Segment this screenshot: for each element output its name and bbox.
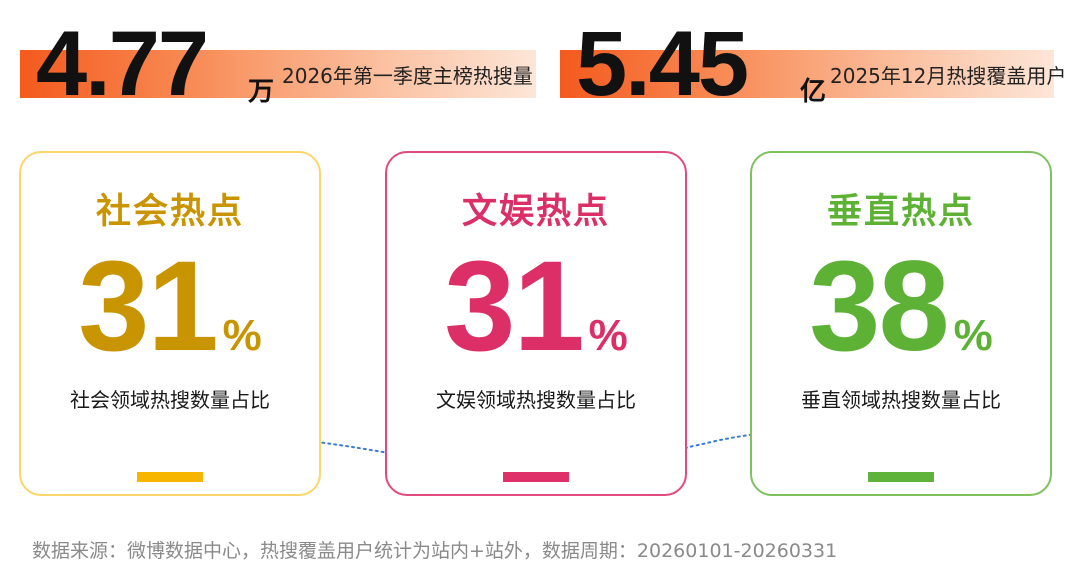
stat-user-coverage: 5.45 亿 2025年12月热搜覆盖用户 xyxy=(560,18,1066,114)
card-accent-bar xyxy=(137,472,203,482)
card-number: 31 xyxy=(78,235,218,378)
card-accent-bar xyxy=(503,472,569,482)
card-number: 38 xyxy=(809,235,949,378)
card-number: 31 xyxy=(444,235,584,378)
card-percentage: 38% xyxy=(752,235,1050,378)
stat-highlight-band xyxy=(560,50,1054,98)
percent-symbol: % xyxy=(222,311,262,360)
stat-highlight-band xyxy=(20,50,536,98)
card-description: 垂直领域热搜数量占比 xyxy=(801,388,1001,412)
card-title: 社会热点 xyxy=(95,192,244,232)
card-title: 垂直热点 xyxy=(826,192,975,232)
card-percentage: 31% xyxy=(21,235,319,378)
card-accent-bar xyxy=(868,472,934,482)
card-title: 文娱热点 xyxy=(461,192,610,232)
stat-unit: 万 xyxy=(248,77,275,107)
card-social-hotspot: 社会热点 31% 社会领域热搜数量占比 xyxy=(19,151,321,496)
stat-value: 4.77 xyxy=(36,13,209,115)
percent-symbol: % xyxy=(588,311,628,360)
stat-unit: 亿 xyxy=(800,77,827,107)
stat-caption: 2026年第一季度主榜热搜量 xyxy=(282,64,533,88)
card-vertical-hotspot: 垂直热点 38% 垂直领域热搜数量占比 xyxy=(750,151,1052,496)
card-description: 文娱领域热搜数量占比 xyxy=(436,388,636,412)
stat-caption: 2025年12月热搜覆盖用户 xyxy=(830,64,1067,88)
data-source-footnote: 数据来源：微博数据中心，热搜覆盖用户统计为站内+站外，数据周期：20260101… xyxy=(32,540,838,562)
percent-symbol: % xyxy=(953,311,993,360)
stat-value: 5.45 xyxy=(576,13,749,115)
stat-hot-search-volume: 4.77 万 2026年第一季度主榜热搜量 xyxy=(20,18,536,114)
card-description: 社会领域热搜数量占比 xyxy=(70,388,270,412)
card-percentage: 31% xyxy=(387,235,685,378)
card-entertainment-hotspot: 文娱热点 31% 文娱领域热搜数量占比 xyxy=(385,151,687,496)
